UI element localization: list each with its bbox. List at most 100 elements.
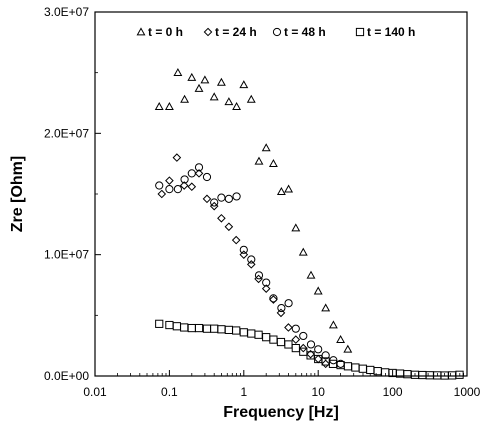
data-point xyxy=(239,80,249,89)
data-point xyxy=(187,169,196,178)
data-point xyxy=(247,329,256,338)
data-point xyxy=(239,328,248,337)
series-square xyxy=(155,319,464,380)
data-point xyxy=(217,213,226,223)
data-point xyxy=(210,198,219,207)
data-point xyxy=(202,172,212,182)
data-point xyxy=(165,320,174,330)
data-point xyxy=(299,331,308,341)
legend-marker xyxy=(136,27,146,36)
data-point xyxy=(291,335,301,344)
data-point xyxy=(262,278,271,287)
data-point xyxy=(187,182,197,192)
data-point xyxy=(172,153,182,162)
data-point xyxy=(217,193,226,202)
data-point xyxy=(291,324,300,333)
data-point xyxy=(306,270,316,279)
data-point xyxy=(216,77,226,86)
data-point xyxy=(351,363,360,372)
data-point xyxy=(173,68,183,77)
x-tick-label: 100 xyxy=(383,385,403,399)
data-point xyxy=(239,245,248,254)
y-tick-label: 1.0E+07 xyxy=(44,248,89,262)
series-triangle xyxy=(154,68,353,353)
x-tick-label: 0.1 xyxy=(161,385,178,399)
y-tick-label: 3.0E+07 xyxy=(44,5,89,19)
data-point xyxy=(217,325,226,334)
data-point xyxy=(284,184,294,193)
data-point xyxy=(155,181,164,190)
data-point xyxy=(314,354,323,364)
data-point xyxy=(254,156,264,165)
data-point xyxy=(231,235,241,245)
data-point xyxy=(306,340,316,349)
legend-marker xyxy=(272,27,282,37)
data-point xyxy=(180,175,189,184)
data-point xyxy=(232,326,241,335)
y-tick-label: 0.0E+00 xyxy=(44,369,89,383)
data-point xyxy=(448,371,457,380)
data-point xyxy=(246,94,256,103)
data-point xyxy=(269,295,278,304)
data-point xyxy=(314,345,323,354)
data-point xyxy=(261,143,271,152)
y-tick-label: 2.0E+07 xyxy=(44,126,89,140)
data-point xyxy=(268,159,278,168)
data-point xyxy=(247,255,256,264)
data-point xyxy=(200,75,210,84)
data-point xyxy=(269,335,278,344)
data-point xyxy=(403,370,412,379)
data-point xyxy=(232,102,242,111)
data-point xyxy=(313,286,323,295)
data-point xyxy=(291,343,300,353)
legend-label: t = 140 h xyxy=(367,25,415,39)
data-point xyxy=(202,324,212,333)
data-point xyxy=(373,367,382,376)
data-point xyxy=(425,371,434,380)
data-point xyxy=(246,260,256,269)
data-point xyxy=(180,94,190,103)
legend-label: t = 48 h xyxy=(284,25,326,39)
data-point xyxy=(254,330,263,339)
data-point xyxy=(343,344,353,353)
data-point xyxy=(180,323,189,332)
x-axis-title: Frequency [Hz] xyxy=(223,404,339,421)
data-point xyxy=(232,192,241,201)
data-point xyxy=(298,343,308,353)
legend-marker xyxy=(203,27,213,37)
data-point xyxy=(321,303,331,312)
data-point xyxy=(224,325,233,334)
data-point xyxy=(179,181,189,190)
data-point xyxy=(239,250,249,259)
legend: t = 0 h t = 24 h t = 48 h t = 140 h xyxy=(136,25,415,39)
data-point xyxy=(328,320,338,329)
data-point xyxy=(269,294,278,303)
legend-label: t = 24 h xyxy=(215,25,257,39)
data-point xyxy=(291,223,301,232)
legend-marker xyxy=(355,27,365,37)
data-point xyxy=(306,349,315,359)
data-point xyxy=(284,340,293,349)
data-point xyxy=(224,222,234,232)
x-tick-label: 1 xyxy=(240,385,247,399)
x-tick-label: 1000 xyxy=(454,385,481,399)
data-point xyxy=(343,362,353,371)
data-point xyxy=(261,284,271,293)
data-point xyxy=(165,185,174,194)
data-point xyxy=(157,189,167,199)
data-point xyxy=(155,319,164,328)
data-point xyxy=(202,194,212,204)
data-point xyxy=(224,97,234,106)
data-point xyxy=(336,334,346,343)
data-point xyxy=(455,370,464,379)
data-point xyxy=(262,333,271,342)
data-point xyxy=(194,83,204,92)
data-point xyxy=(154,102,164,111)
y-axis-title: Zre [Ohm] xyxy=(9,156,26,232)
data-point xyxy=(254,271,264,280)
axes-group: 0.01 0.1 1 10 100 1000 0.0E+00 1.0E+07 2.0E+07 3.… xyxy=(44,5,481,399)
data-point xyxy=(313,354,323,364)
data-point xyxy=(165,176,174,185)
legend-label: t = 0 h xyxy=(148,25,183,39)
